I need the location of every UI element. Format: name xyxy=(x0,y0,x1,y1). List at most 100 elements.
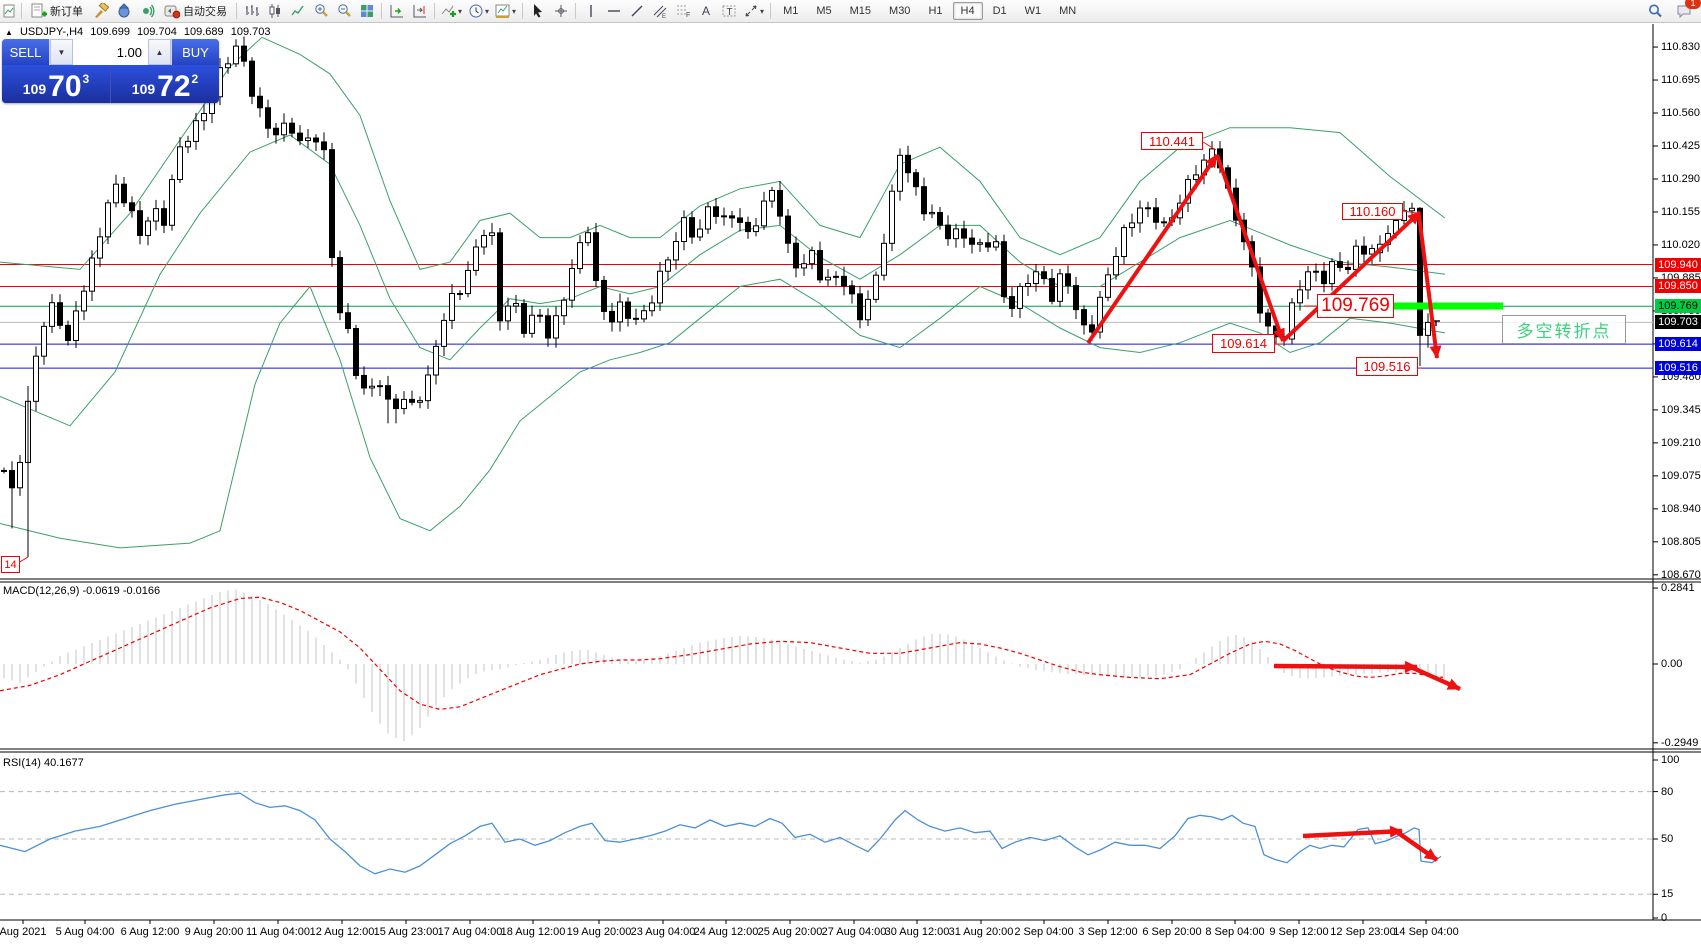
time-label: 19 Aug 20:00 xyxy=(566,926,632,938)
svg-text:E: E xyxy=(662,14,666,19)
zoom-in-icon-button[interactable] xyxy=(309,1,332,21)
channel-tool[interactable]: E xyxy=(648,1,671,21)
candlestick-icon-button[interactable] xyxy=(263,1,286,21)
zoom-out-icon-button[interactable] xyxy=(332,1,355,21)
horizontal-line-tool[interactable] xyxy=(602,1,625,21)
symbol-period: USDJPY-,H4 xyxy=(19,26,84,38)
bar-chart-icon-button[interactable] xyxy=(240,1,263,21)
svg-text:T: T xyxy=(726,7,732,18)
ohlc-header: ▲ USDJPY-,H4 109.699 109.704 109.689 109… xyxy=(5,26,274,38)
time-label: 27 Aug 04:00 xyxy=(821,926,887,938)
gavel-icon-button[interactable] xyxy=(89,1,112,21)
new-order-label: 新订单 xyxy=(50,6,83,18)
arrows-tool[interactable]: ▾ xyxy=(740,1,767,21)
low-value: 109.689 xyxy=(183,26,224,38)
time-label: 9 Aug 20:00 xyxy=(184,926,244,938)
separator xyxy=(575,3,577,19)
price-annotation[interactable]: 110.441 xyxy=(1141,132,1203,150)
time-label: 23 Aug 04:00 xyxy=(630,926,696,938)
turning-point-note[interactable]: 多空转折点 xyxy=(1502,315,1626,344)
price-tick: 110.155 xyxy=(1661,205,1700,218)
line-chart-icon-button[interactable] xyxy=(286,1,309,21)
collapse-icon[interactable]: ▲ xyxy=(5,28,13,37)
buy-price[interactable]: 109 72 2 xyxy=(131,70,199,103)
text-label-tool[interactable]: T xyxy=(717,1,740,21)
price-level-badge[interactable]: 109.940 xyxy=(1655,257,1701,272)
timeframe-m1[interactable]: M1 xyxy=(783,5,799,17)
price-tick: 110.425 xyxy=(1661,140,1700,152)
autotrade-button[interactable]: 自动交易 xyxy=(158,1,233,21)
cursor-icon-button[interactable] xyxy=(526,1,549,21)
price-tick: 108.940 xyxy=(1661,502,1701,515)
text-tool[interactable]: A xyxy=(694,1,717,21)
vline-label[interactable]: 14 xyxy=(1,556,20,573)
time-label: 8 Sep 04:00 xyxy=(1205,926,1265,938)
separator xyxy=(434,3,435,19)
autoscroll-icon-button[interactable] xyxy=(385,1,408,21)
price-level-badge[interactable]: 109.850 xyxy=(1655,279,1701,294)
timeframe-h4[interactable]: H4 xyxy=(952,2,983,20)
sell-price[interactable]: 109 70 3 xyxy=(22,70,90,103)
trendline-tool[interactable] xyxy=(625,1,648,21)
time-label: 5 Aug 04:00 xyxy=(55,926,115,938)
one-click-trading-panel: SELL ▼ 1.00 ▲ BUY 109 70 3 109 72 2 xyxy=(2,39,219,103)
new-order-button[interactable]: 新订单 xyxy=(25,1,89,21)
price-annotation[interactable]: 110.160 xyxy=(1342,203,1403,220)
time-label: 9 Sep 12:00 xyxy=(1269,926,1329,938)
timeframe-m15[interactable]: M15 xyxy=(849,5,872,17)
rsi-tick: 80 xyxy=(1661,785,1674,798)
svg-text:F: F xyxy=(686,12,690,19)
separator xyxy=(381,3,382,19)
time-label: 6 Aug 12:00 xyxy=(120,926,180,938)
volume-input[interactable]: 1.00 xyxy=(116,44,142,60)
price-annotation[interactable]: 109.614 xyxy=(1212,334,1275,353)
timeframe-w1[interactable]: W1 xyxy=(1024,5,1042,17)
expert-advisor-icon-button[interactable] xyxy=(112,1,135,21)
macd-tick: -0.2949 xyxy=(1661,736,1699,749)
volume-increase-button[interactable]: ▲ xyxy=(148,39,171,65)
chart-shift-icon-button[interactable] xyxy=(408,1,431,21)
volume-box: ▼ 1.00 ▲ xyxy=(50,39,171,65)
time-label: 30 Aug 12:00 xyxy=(884,926,950,938)
time-label: 2 Sep 04:00 xyxy=(1014,926,1074,938)
buy-button[interactable]: BUY xyxy=(172,39,219,65)
volume-decrease-button[interactable]: ▼ xyxy=(50,39,73,65)
time-label: Aug 2021 xyxy=(0,926,47,938)
svg-text:A: A xyxy=(702,4,710,18)
timeframe-m5[interactable]: M5 xyxy=(816,5,832,17)
sell-button[interactable]: SELL xyxy=(2,39,49,65)
rsi-tick: 50 xyxy=(1661,833,1674,845)
templates-button[interactable]: ▾ xyxy=(492,1,519,21)
periods-button[interactable]: ▾ xyxy=(465,1,492,21)
timeframe-d1[interactable]: D1 xyxy=(992,5,1007,17)
tile-windows-icon-button[interactable] xyxy=(355,1,378,21)
price-level-badge[interactable]: 109.516 xyxy=(1655,361,1701,376)
price-level-badge[interactable]: 109.614 xyxy=(1655,337,1701,352)
timeframe-mn[interactable]: MN xyxy=(1059,5,1077,17)
separator xyxy=(522,3,524,19)
arrows-icon xyxy=(745,5,757,17)
new-chart-icon[interactable] xyxy=(0,1,18,21)
price-annotation[interactable]: 109.769 xyxy=(1317,294,1394,318)
indicators-button[interactable]: ▾ xyxy=(438,1,465,21)
rsi-tick: 0 xyxy=(1661,912,1668,924)
price-level-badge[interactable]: 109.769 xyxy=(1655,299,1701,314)
timeframe-m30[interactable]: M30 xyxy=(889,5,911,17)
crosshair-icon-button[interactable] xyxy=(549,1,572,21)
price-annotation[interactable]: 109.516 xyxy=(1356,357,1418,376)
timeframe-h1[interactable]: H1 xyxy=(928,5,943,17)
clock-icon xyxy=(469,4,483,18)
autotrade-icon xyxy=(164,5,180,19)
time-label: 12 Aug 12:00 xyxy=(309,926,375,938)
sound-icon-button[interactable] xyxy=(135,1,158,21)
time-label: 17 Aug 04:00 xyxy=(437,926,503,938)
search-icon-button[interactable] xyxy=(1643,1,1666,21)
price-level-badge[interactable]: 109.703 xyxy=(1655,315,1701,330)
price-tick: 108.670 xyxy=(1661,568,1701,581)
chat-icon-button[interactable]: 1 xyxy=(1672,0,1701,21)
new-order-icon xyxy=(31,3,47,18)
vertical-line-tool[interactable] xyxy=(579,1,602,21)
fibonacci-tool[interactable]: F xyxy=(671,1,694,21)
